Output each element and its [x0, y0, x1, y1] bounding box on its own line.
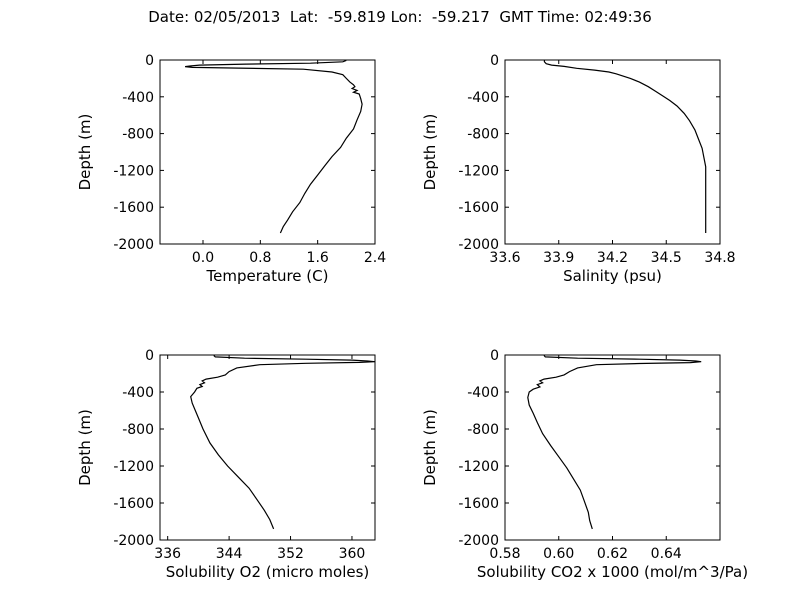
x-axis-label: Solubility CO2 x 1000 (mol/m^3/Pa) — [477, 563, 748, 581]
x-tick-label: 2.4 — [364, 250, 386, 266]
x-tick-label: 0.64 — [651, 546, 682, 562]
y-tick-label: -1200 — [113, 459, 154, 475]
x-tick-label: 0.0 — [192, 250, 214, 266]
x-axis-label: Salinity (psu) — [563, 267, 662, 285]
x-tick-label: 344 — [216, 546, 243, 562]
subplot-4: 0.58 0.60 0.62 0.64 0 -400 -800 -1200 -1600 -2000… — [421, 348, 748, 581]
subplot-2: 33.6 33.9 34.2 34.5 34.8 0 -400 -800 -1200 -1600 -… — [421, 53, 736, 285]
x-axis-label: Solubility O2 (micro moles) — [166, 563, 370, 581]
x-tick-label: 34.8 — [704, 250, 735, 266]
subplot-1: 0.0 0.8 1.6 2.4 0 -400 -800 -1200 -1600 -2000 Temp… — [76, 53, 386, 285]
y-tick-label: -1600 — [458, 496, 499, 512]
axes-frame — [504, 59, 721, 245]
series-line — [543, 60, 707, 233]
y-tick-label: -1600 — [458, 200, 499, 216]
y-tick-label: -400 — [467, 385, 499, 401]
y-tick-label: -1600 — [113, 496, 154, 512]
axes-frame — [159, 59, 376, 245]
y-tick-label: 0 — [490, 348, 499, 364]
x-tick-label: 0.58 — [489, 546, 520, 562]
y-tick-label: -1200 — [458, 459, 499, 475]
x-tick-label: 33.9 — [543, 250, 574, 266]
y-tick-label: -400 — [122, 385, 154, 401]
y-tick-label: -2000 — [458, 533, 499, 549]
x-tick-label: 360 — [339, 546, 366, 562]
x-tick-label: 34.5 — [651, 250, 682, 266]
y-tick-label: 0 — [490, 53, 499, 69]
series-line — [185, 59, 363, 234]
x-tick-label: 1.6 — [307, 250, 329, 266]
axes-frame — [159, 354, 376, 541]
y-tick-label: -2000 — [113, 533, 154, 549]
x-tick-label: 352 — [277, 546, 304, 562]
y-tick-label: 0 — [145, 348, 154, 364]
figure-title: Date: 02/05/2013 Lat: -59.819 Lon: -59.2… — [148, 8, 652, 26]
series-line — [527, 355, 702, 530]
x-tick-label: 34.2 — [597, 250, 628, 266]
y-tick-label: -400 — [467, 90, 499, 106]
x-tick-label: 336 — [154, 546, 181, 562]
x-tick-label: 0.60 — [543, 546, 574, 562]
axes-frame — [504, 354, 721, 541]
y-tick-label: -800 — [122, 422, 154, 438]
x-tick-label: 33.6 — [489, 250, 520, 266]
y-tick-label: 0 — [145, 53, 154, 69]
y-tick-label: -800 — [467, 127, 499, 143]
y-axis-label: Depth (m) — [421, 114, 439, 191]
y-tick-label: -800 — [467, 422, 499, 438]
y-axis-label: Depth (m) — [76, 409, 94, 486]
x-tick-label: 0.8 — [249, 250, 271, 266]
series-line — [190, 355, 376, 530]
y-tick-label: -2000 — [113, 237, 154, 253]
subplot-3: 336 344 352 360 0 -400 -800 -1200 -1600 -2000 Solu… — [76, 348, 376, 581]
y-tick-label: -800 — [122, 127, 154, 143]
y-axis-label: Depth (m) — [421, 409, 439, 486]
y-tick-label: -400 — [122, 90, 154, 106]
y-tick-label: -2000 — [458, 237, 499, 253]
y-axis-label: Depth (m) — [76, 114, 94, 191]
y-tick-label: -1600 — [113, 200, 154, 216]
x-axis-label: Temperature (C) — [206, 267, 329, 285]
y-tick-label: -1200 — [113, 163, 154, 179]
x-tick-label: 0.62 — [597, 546, 628, 562]
y-tick-label: -1200 — [458, 163, 499, 179]
